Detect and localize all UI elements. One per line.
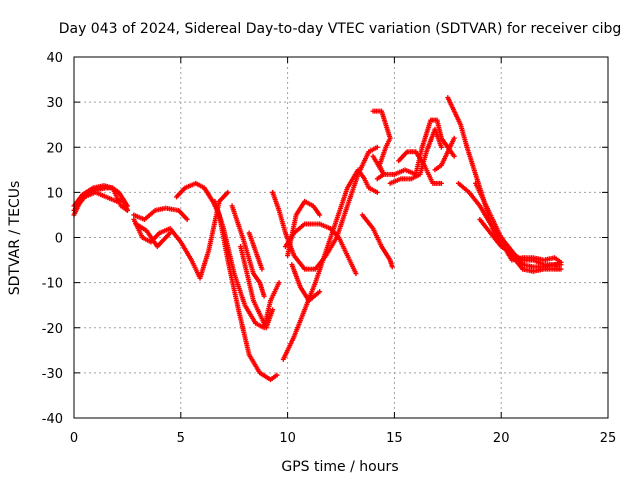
data-point bbox=[374, 189, 380, 195]
series-track-j bbox=[238, 244, 276, 331]
series-track-q bbox=[370, 108, 393, 182]
data-point bbox=[270, 307, 276, 313]
data-point bbox=[184, 216, 190, 222]
data-point bbox=[276, 280, 282, 286]
data-point bbox=[374, 144, 380, 150]
y-tick-label: 0 bbox=[55, 232, 63, 247]
series-track-b bbox=[71, 189, 130, 213]
y-tick-label: 30 bbox=[46, 96, 63, 111]
data-point bbox=[167, 230, 173, 236]
series-track-k bbox=[246, 230, 265, 272]
y-tick-label: -40 bbox=[42, 412, 63, 427]
data-point bbox=[438, 180, 444, 186]
y-tick-label: 40 bbox=[46, 51, 63, 66]
data-point bbox=[374, 176, 380, 182]
chart-title: Day 043 of 2024, Sidereal Day-to-day VTE… bbox=[59, 21, 622, 37]
data-point bbox=[451, 153, 457, 159]
y-tick-label: -30 bbox=[42, 367, 63, 382]
series-track-y bbox=[473, 180, 564, 265]
data-points bbox=[71, 95, 564, 383]
y-axis-label: SDTVAR / TECUs bbox=[7, 181, 23, 296]
y-tick-label: -20 bbox=[42, 322, 63, 337]
series-track-m bbox=[280, 167, 380, 362]
series-track-u bbox=[396, 149, 444, 186]
y-tick-label: -10 bbox=[42, 277, 63, 292]
data-point bbox=[558, 259, 564, 265]
series-track-n bbox=[282, 221, 359, 277]
data-point bbox=[438, 144, 444, 150]
x-tick-label: 10 bbox=[279, 431, 296, 446]
y-tick-label: 20 bbox=[46, 141, 63, 156]
data-point bbox=[554, 262, 560, 268]
data-point bbox=[261, 293, 267, 299]
x-tick-label: 25 bbox=[600, 431, 617, 446]
data-point bbox=[317, 212, 323, 218]
data-point bbox=[124, 203, 130, 209]
x-axis-label: GPS time / hours bbox=[281, 459, 398, 475]
x-tick-label: 5 bbox=[177, 431, 185, 446]
x-tick-label: 20 bbox=[493, 431, 510, 446]
series-track-r bbox=[359, 212, 395, 270]
series-track-f bbox=[133, 221, 173, 250]
series-track-p bbox=[289, 262, 323, 304]
series-track-c bbox=[71, 183, 130, 209]
data-point bbox=[225, 189, 231, 195]
series-track-z bbox=[477, 216, 560, 268]
series-track-g bbox=[174, 180, 280, 383]
data-point bbox=[317, 289, 323, 295]
data-point bbox=[274, 372, 280, 378]
series-track-o bbox=[285, 198, 323, 259]
data-point bbox=[259, 266, 265, 272]
data-point bbox=[353, 271, 359, 277]
data-point bbox=[558, 266, 564, 272]
x-tick-label: 15 bbox=[386, 431, 403, 446]
series-track-t bbox=[387, 126, 444, 186]
series-track-d bbox=[131, 189, 231, 281]
data-point bbox=[389, 264, 395, 270]
x-tick-label: 0 bbox=[70, 431, 78, 446]
ticks: 0 5 10 15 20 25 40 30 20 10 0 -10 -20 -30 -40 bbox=[42, 51, 617, 446]
y-tick-label: 10 bbox=[46, 186, 63, 201]
data-point bbox=[451, 135, 457, 141]
series-track-i bbox=[229, 203, 267, 299]
data-point bbox=[124, 207, 130, 213]
series-track-e bbox=[131, 205, 190, 222]
series-track-v bbox=[432, 135, 457, 173]
